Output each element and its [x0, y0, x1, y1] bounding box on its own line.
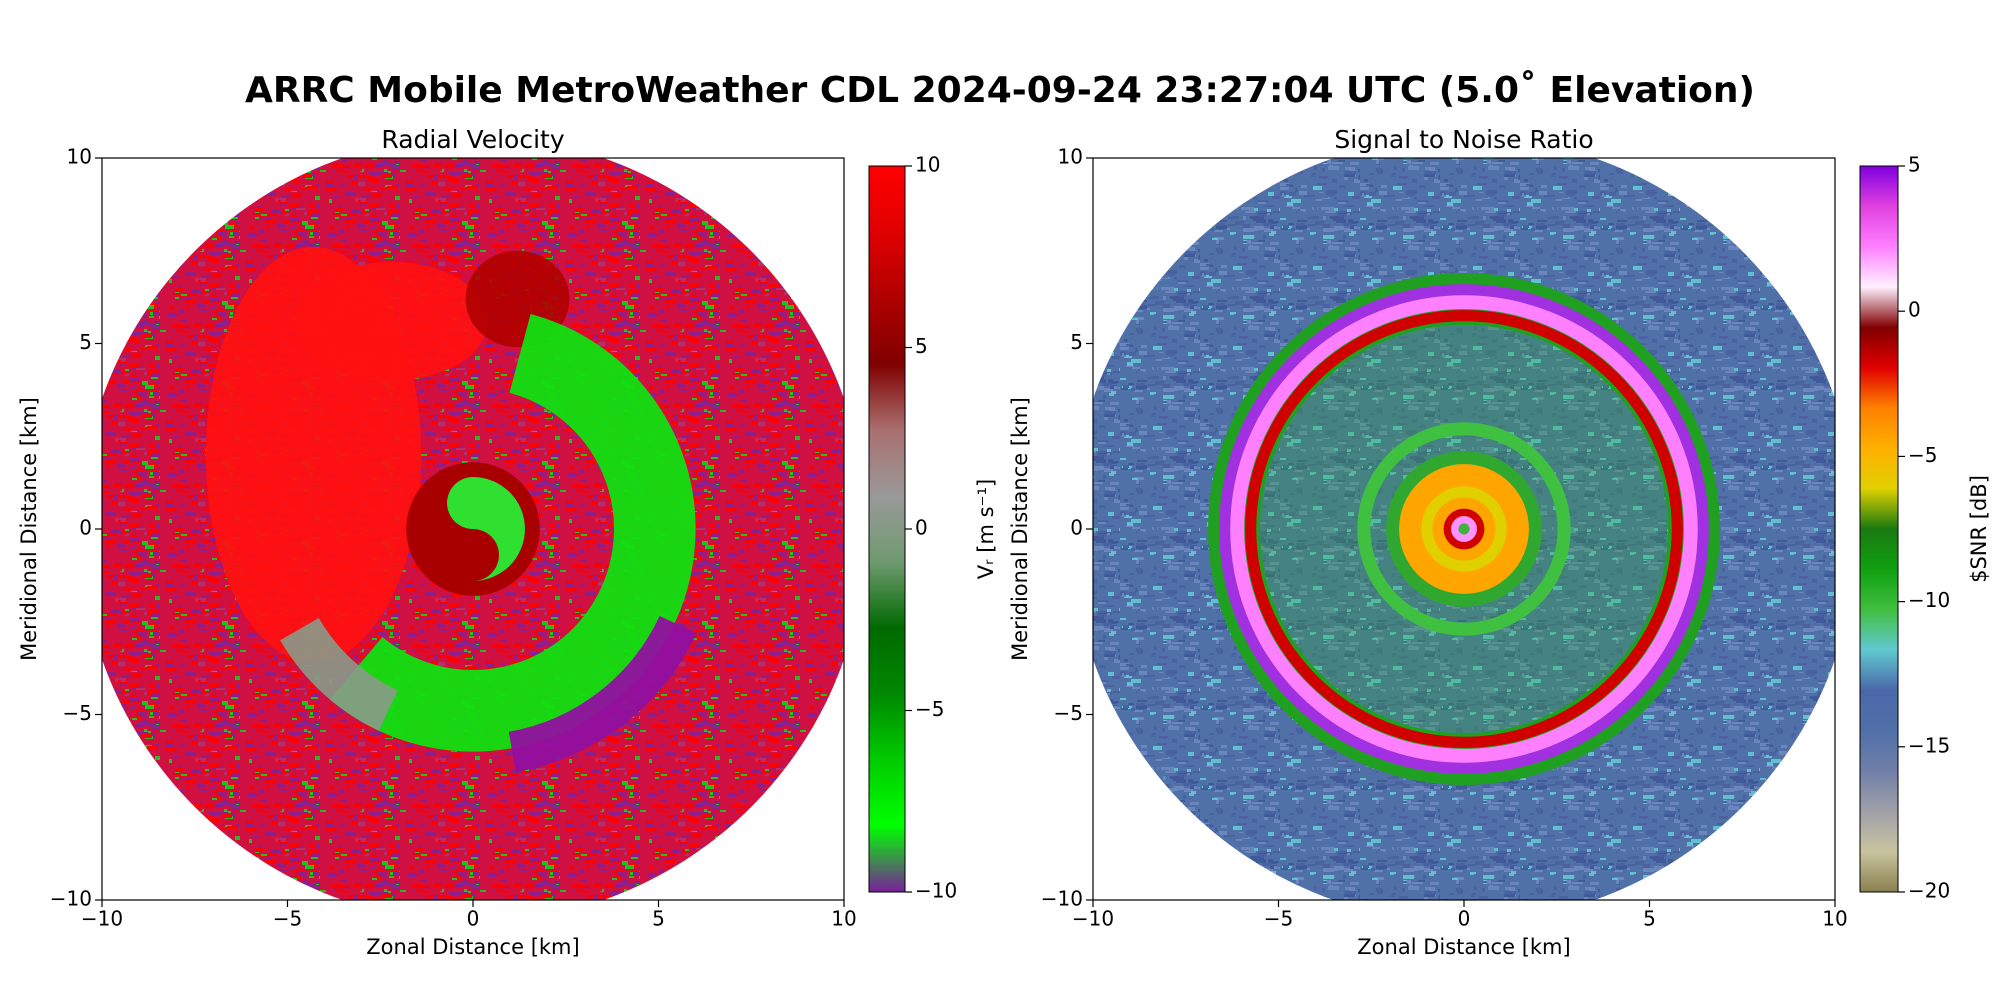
- y-tick-label: −5: [1054, 701, 1083, 725]
- x-tick-label: −10: [1072, 907, 1114, 931]
- x-axis-label: Zonal Distance [km]: [1357, 935, 1570, 959]
- velocity-region: [447, 477, 525, 581]
- plot-area: [1093, 158, 1835, 900]
- colorbar-tick-label: 5: [915, 334, 928, 358]
- x-axis-label: Zonal Distance [km]: [366, 935, 579, 959]
- subplot-title: Radial Velocity: [381, 125, 564, 154]
- x-tick-label: 10: [831, 907, 856, 931]
- colorbar-label: $SNR [dB]: [1967, 475, 1991, 583]
- colorbar: [868, 165, 906, 893]
- y-axis-label: Meridional Distance [km]: [17, 397, 41, 661]
- snr-region: [1245, 310, 1683, 748]
- y-tick-label: −5: [63, 701, 92, 725]
- colorbar-tick-label: −20: [1908, 879, 1950, 903]
- y-tick-label: 5: [1070, 330, 1083, 354]
- y-tick-label: −10: [1041, 887, 1083, 911]
- velocity-region: [508, 615, 697, 772]
- colorbar: [1859, 165, 1899, 893]
- x-tick-label: 10: [1822, 907, 1847, 931]
- y-axis-label: Meridional Distance [km]: [1008, 397, 1032, 661]
- colorbar-tick-label: −10: [1908, 588, 1950, 612]
- x-tick-label: 5: [1643, 907, 1656, 931]
- y-tick-label: −10: [50, 887, 92, 911]
- x-tick-label: 5: [652, 907, 665, 931]
- subplot-title: Signal to Noise Ratio: [1334, 125, 1593, 154]
- colorbar-tick-label: −5: [1908, 443, 1937, 467]
- colorbar-tick-label: 0: [915, 516, 928, 540]
- x-tick-label: −5: [1264, 907, 1293, 931]
- snr-region: [1219, 284, 1709, 774]
- colorbar-tick-label: −5: [915, 697, 944, 721]
- x-tick-label: −5: [273, 907, 302, 931]
- colorbar-tick-label: −10: [915, 879, 957, 903]
- figure-title: ARRC Mobile MetroWeather CDL 2024-09-24 …: [245, 70, 1755, 111]
- snr-region: [1421, 486, 1507, 572]
- snr-region: [1227, 292, 1701, 766]
- velocity-region: [329, 314, 696, 752]
- plot-area: [102, 158, 844, 900]
- y-tick-label: 10: [67, 145, 92, 169]
- y-tick-label: 0: [1070, 516, 1083, 540]
- x-tick-label: 0: [467, 907, 480, 931]
- x-tick-label: −10: [81, 907, 123, 931]
- x-tick-label: 0: [1458, 907, 1471, 931]
- y-tick-label: 0: [79, 516, 92, 540]
- colorbar-tick-label: −15: [1908, 733, 1950, 757]
- colorbar-tick-label: 10: [915, 153, 940, 177]
- y-tick-label: 10: [1058, 145, 1083, 169]
- snr-region: [1458, 523, 1470, 535]
- colorbar-label: Vᵣ [m s⁻¹]: [974, 479, 998, 579]
- velocity-region: [280, 617, 399, 731]
- velocity-region: [294, 261, 488, 381]
- colorbar-tick-label: 0: [1908, 298, 1921, 322]
- snr-region: [1357, 422, 1571, 636]
- colorbar-tick-label: 5: [1908, 153, 1921, 177]
- y-tick-label: 5: [79, 330, 92, 354]
